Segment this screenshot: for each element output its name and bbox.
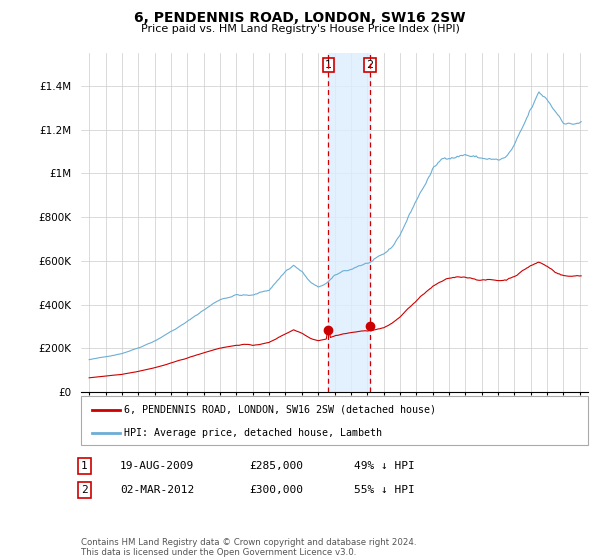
Text: 55% ↓ HPI: 55% ↓ HPI (354, 485, 415, 495)
Text: £285,000: £285,000 (249, 461, 303, 471)
Text: 19-AUG-2009: 19-AUG-2009 (120, 461, 194, 471)
Text: £300,000: £300,000 (249, 485, 303, 495)
Text: 2: 2 (367, 60, 374, 70)
Text: 1: 1 (81, 461, 88, 471)
Text: 1: 1 (325, 60, 332, 70)
Text: 02-MAR-2012: 02-MAR-2012 (120, 485, 194, 495)
Bar (328, 53, 370, 392)
Text: 6, PENDENNIS ROAD, LONDON, SW16 2SW: 6, PENDENNIS ROAD, LONDON, SW16 2SW (134, 11, 466, 25)
Text: 49% ↓ HPI: 49% ↓ HPI (354, 461, 415, 471)
Text: 2: 2 (81, 485, 88, 495)
Text: Contains HM Land Registry data © Crown copyright and database right 2024.
This d: Contains HM Land Registry data © Crown c… (81, 538, 416, 557)
Text: HPI: Average price, detached house, Lambeth: HPI: Average price, detached house, Lamb… (124, 428, 382, 438)
Text: 6, PENDENNIS ROAD, LONDON, SW16 2SW (detached house): 6, PENDENNIS ROAD, LONDON, SW16 2SW (det… (124, 405, 436, 415)
Text: Price paid vs. HM Land Registry's House Price Index (HPI): Price paid vs. HM Land Registry's House … (140, 24, 460, 34)
